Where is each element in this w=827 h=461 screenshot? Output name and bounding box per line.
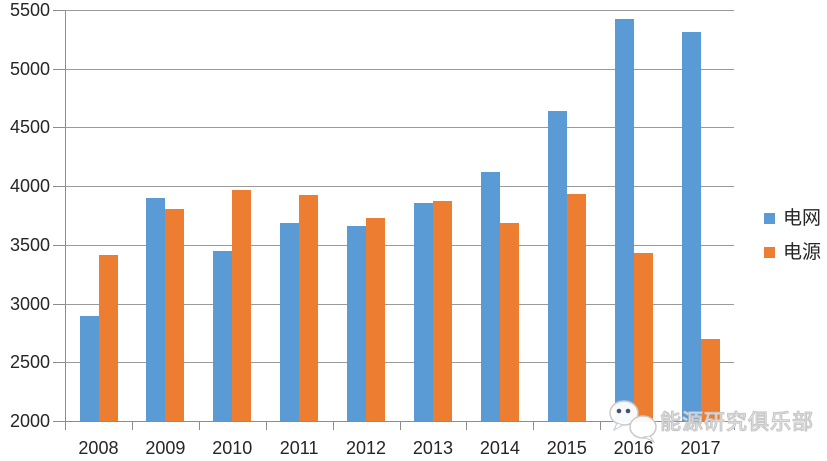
bar-电网-2011 [280,222,300,421]
gridline [65,362,734,364]
x-axis-tick-label: 2015 [546,438,587,458]
y-tick [53,186,65,188]
x-tick [600,422,602,430]
bar-电源-2012 [366,217,386,421]
x-axis-tick-label: 2011 [279,438,319,458]
x-axis-tick-label: 2016 [613,438,654,458]
y-axis-tick-label: 4500 [9,117,50,138]
bar-电网-2016 [614,18,634,421]
x-axis-tick-label: 2017 [680,438,721,458]
bar-电源-2010 [232,189,252,421]
x-axis-tick-label: 2013 [412,438,453,458]
x-tick [265,422,267,430]
y-tick [53,362,65,364]
gridline [65,303,734,305]
gridline [65,186,734,188]
bar-电网-2009 [146,198,166,421]
x-axis-line [65,421,734,422]
plot-area [53,10,735,430]
x-tick [198,422,200,430]
x-tick [399,422,401,430]
gridline [65,68,734,70]
bar-电源-2008 [98,255,118,421]
y-axis-tick-label: 4000 [9,176,50,197]
x-axis-tick-label: 2010 [212,438,253,458]
bar-电网-2010 [213,250,233,421]
legend-swatch-source [764,247,775,258]
gridline [65,127,734,129]
bar-电网-2017 [681,31,701,421]
legend-item-grid: 电网 [764,208,821,229]
y-tick [53,421,65,422]
legend-label-source: 电源 [783,242,822,263]
legend-label-grid: 电网 [783,208,822,229]
legend-swatch-grid [764,213,775,224]
y-axis-line [65,10,66,421]
gridline [65,244,734,246]
x-tick [466,422,468,430]
y-axis-tick-label: 5000 [9,58,50,79]
x-tick [65,422,66,430]
bar-电网-2013 [414,203,433,421]
y-tick [53,127,65,129]
bar-电网-2012 [347,225,367,421]
x-tick [667,422,669,430]
y-tick [53,68,65,70]
bar-电网-2015 [547,111,567,421]
x-tick [131,422,133,430]
gridline [65,10,734,11]
bar-电源-2013 [433,201,452,421]
legend-item-source: 电源 [764,242,821,263]
bar-电源-2009 [165,209,185,421]
y-axis-tick-label: 3500 [9,234,50,255]
bar-电源-2014 [499,223,519,421]
y-axis-tick-label: 2000 [9,411,50,431]
y-axis-tick-label: 5500 [9,0,50,20]
x-axis-tick-label: 2014 [479,438,520,458]
x-axis-tick-label: 2009 [145,438,186,458]
x-tick [332,422,334,430]
bar-电网-2014 [480,172,500,421]
y-axis-tick-label: 2500 [9,352,50,373]
y-tick [53,244,65,246]
x-axis-tick-label: 2012 [346,438,387,458]
x-axis-tick-label: 2008 [78,438,119,458]
bar-电源-2011 [299,194,319,421]
x-tick [533,422,535,430]
x-tick [734,422,735,430]
y-axis-tick-label: 3000 [9,293,50,314]
bar-电源-2016 [633,253,653,421]
y-tick [53,303,65,305]
bar-电网-2008 [79,315,99,421]
y-tick [53,10,65,11]
bar-电源-2017 [700,338,720,421]
bar-电源-2015 [566,193,586,421]
